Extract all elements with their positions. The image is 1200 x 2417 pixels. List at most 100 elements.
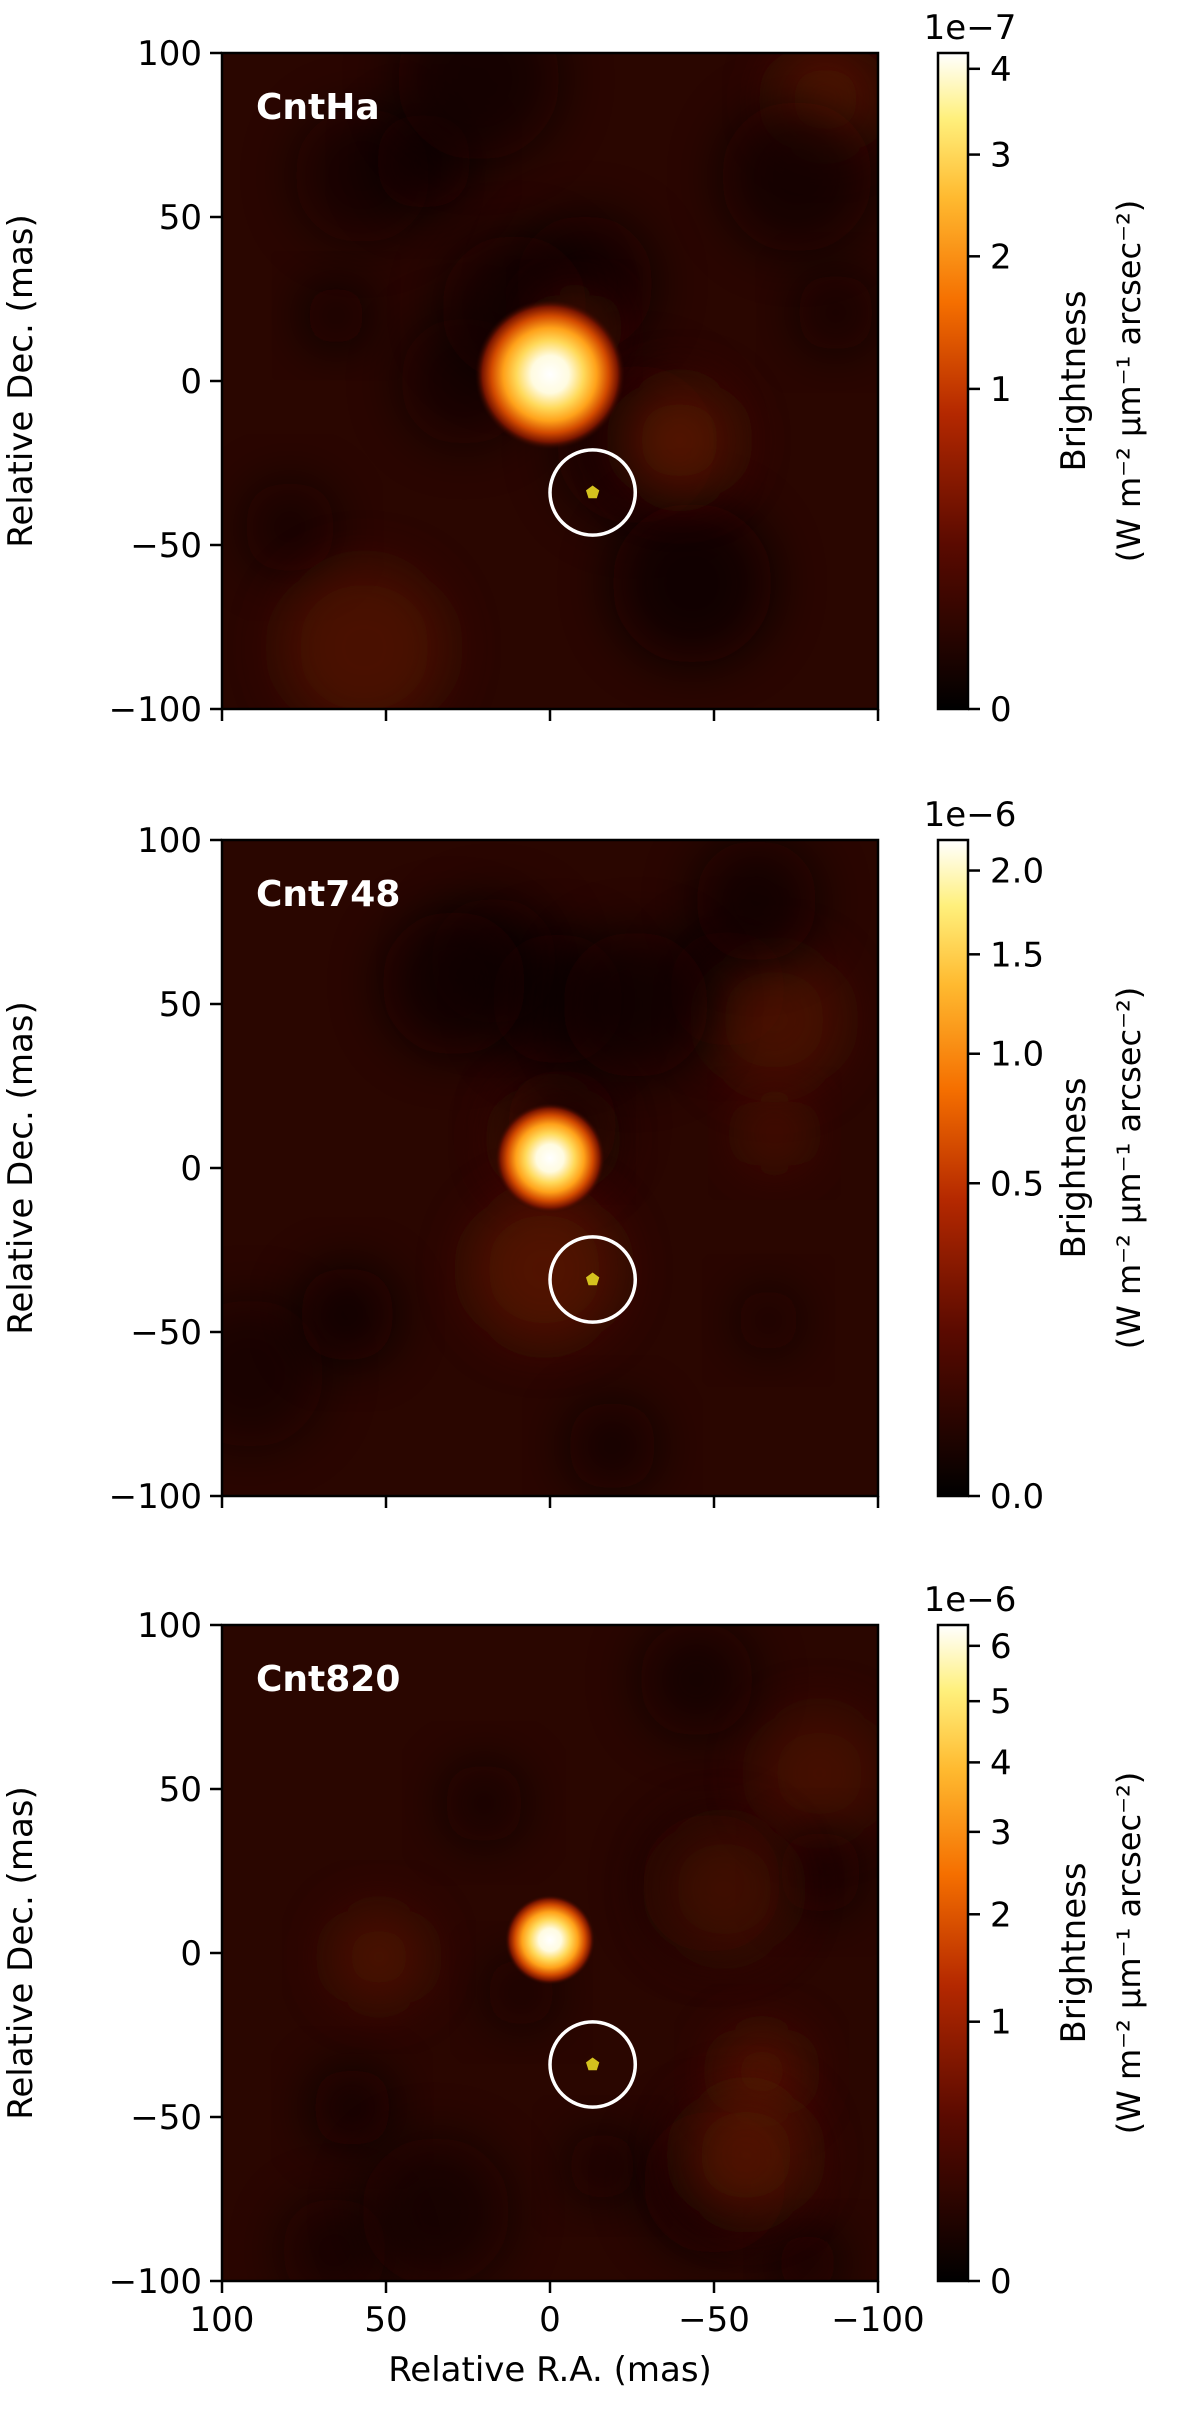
y-tick-label: −100 (109, 690, 202, 730)
background-fluctuation (757, 1711, 878, 1836)
colorbar-tick-label: 2 (990, 237, 1012, 277)
y-tick-label: 50 (159, 1770, 202, 1810)
y-tick-label: 0 (180, 362, 202, 402)
background-fluctuation (281, 565, 447, 709)
bright-source (475, 299, 625, 450)
heatmap-image (222, 840, 878, 1496)
y-tick-label: 0 (180, 1934, 202, 1974)
background-fluctuation (396, 53, 561, 161)
colorbar-frame (936, 838, 970, 1498)
colorbar (938, 840, 968, 1496)
colorbar-tick-label: 0.5 (990, 1164, 1044, 1204)
y-axis-label: Relative Dec. (mas) (1, 1001, 41, 1335)
background-fluctuation (566, 2130, 638, 2202)
colorbar-unit-label: (W m⁻² μm⁻¹ arcsec⁻²) (1110, 987, 1148, 1350)
colorbar-tick-label: 2.0 (990, 852, 1044, 892)
y-tick-label: −100 (109, 2262, 202, 2302)
background-fluctuation (741, 1100, 809, 1167)
colorbar-tick-label: 4 (990, 1743, 1012, 1783)
background-fluctuation (638, 1625, 755, 1738)
background-fluctuation (562, 931, 710, 1079)
heatmap-image (222, 1625, 878, 2281)
colorbar-offset-text: 1e−6 (924, 1580, 1017, 1620)
background-fluctuation (681, 2090, 811, 2219)
colorbar-frame (936, 51, 970, 711)
companion-marker (586, 485, 600, 499)
companion-circle (548, 448, 638, 537)
background-fluctuation (621, 382, 738, 498)
x-tick-label: −100 (831, 2300, 924, 2340)
x-tick-label: −50 (678, 2300, 750, 2340)
colorbar-tick-label: 6 (990, 1627, 1012, 1667)
x-tick-label: 100 (190, 2300, 255, 2340)
y-tick-label: 100 (137, 34, 202, 74)
background-fluctuation (611, 502, 773, 664)
background-fluctuation (778, 1830, 863, 1915)
background-fluctuation (795, 272, 876, 353)
background-fluctuation (566, 1400, 658, 1492)
colorbar-tick-label: 1.5 (990, 935, 1044, 975)
colorbar-tick-label: 3 (990, 136, 1012, 176)
y-tick-label: 0 (180, 1149, 202, 1189)
colorbar-tick-label: 0 (990, 690, 1012, 730)
background-fluctuation (775, 2230, 840, 2281)
colorbar-offset-text: 1e−7 (924, 8, 1017, 48)
colorbar-unit-label: (W m⁻² μm⁻¹ arcsec⁻²) (1110, 200, 1148, 563)
background-fluctuation (694, 840, 818, 963)
colorbar-tick-label: 3 (990, 1813, 1012, 1853)
companion-circle (548, 1235, 638, 1324)
y-tick-label: 50 (159, 985, 202, 1025)
colorbar (938, 1625, 968, 2281)
x-axis-label: Relative R.A. (mas) (388, 2350, 712, 2390)
background-fluctuation (658, 1823, 791, 1956)
panel-cntha: CntHa 100 50 0 −50 −100 Relative Dec. (mas) 0 1 2… (1, 8, 1148, 730)
bright-source (505, 1894, 595, 1985)
colorbar-label: Brightness (1054, 1862, 1094, 2043)
y-axis-label: Relative Dec. (mas) (1, 214, 41, 548)
colorbar-tick-label: 0.0 (990, 1477, 1044, 1517)
colorbar-tick-label: 0 (990, 2262, 1012, 2302)
y-tick-label: −50 (130, 2098, 202, 2138)
colorbar-tick-label: 2 (990, 1895, 1012, 1935)
y-tick-label: −50 (130, 1313, 202, 1353)
background-fluctuation (381, 910, 527, 1056)
background-fluctuation (303, 283, 369, 348)
bright-source (495, 1103, 605, 1214)
background-fluctuation (705, 951, 843, 1089)
panel-label: CntHa (256, 87, 380, 128)
y-tick-label: −100 (109, 1477, 202, 1517)
background-fluctuation (442, 1762, 525, 1845)
x-tick-label: 50 (364, 2300, 407, 2340)
y-tick-label: 100 (137, 821, 202, 861)
colorbar-tick-label: 1.0 (990, 1035, 1044, 1075)
panel-label: Cnt820 (256, 1659, 400, 1700)
colorbar-label: Brightness (1054, 290, 1094, 471)
colorbar-frame (936, 1623, 970, 2283)
background-fluctuation (361, 2136, 511, 2281)
colorbar-tick-label: 5 (990, 1682, 1012, 1722)
colorbar-label: Brightness (1054, 1077, 1094, 1258)
background-fluctuation (470, 1195, 619, 1344)
x-tick-label: 0 (539, 2300, 561, 2340)
y-tick-label: −50 (130, 526, 202, 566)
background-fluctuation (735, 1286, 802, 1354)
background-fluctuation (243, 480, 337, 574)
colorbar (938, 53, 968, 709)
colorbar-offset-text: 1e−6 (924, 795, 1017, 835)
y-tick-label: 100 (137, 1606, 202, 1646)
y-tick-label: 50 (159, 198, 202, 238)
companion-marker (586, 1272, 600, 1286)
background-fluctuation (281, 2197, 388, 2281)
companion-circle (548, 2020, 638, 2109)
background-fluctuation (222, 1299, 325, 1449)
panel-cnt748: Cnt748 100 50 0 −50 −100 Relative Dec. (mas) 0.… (1, 795, 1148, 1517)
panel-label: Cnt748 (256, 874, 400, 915)
heatmap-image (222, 53, 878, 709)
background-fluctuation (720, 100, 873, 253)
colorbar-tick-label: 1 (990, 2003, 1012, 2043)
background-fluctuation (311, 2067, 393, 2149)
background-fluctuation (330, 1908, 428, 2006)
y-axis-label: Relative Dec. (mas) (1, 1786, 41, 2120)
